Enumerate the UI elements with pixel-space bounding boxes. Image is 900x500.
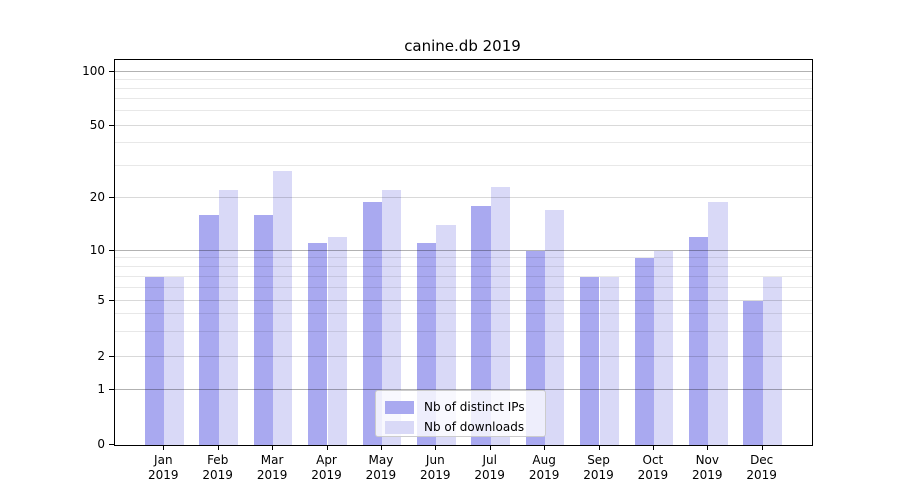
x-tick-label-jan: Jan 2019 bbox=[148, 453, 179, 482]
bar-downloads-oct bbox=[653, 250, 674, 445]
bar-ips-apr bbox=[308, 243, 328, 445]
x-tick-mark-jun bbox=[435, 445, 437, 450]
legend-swatch-downloads bbox=[385, 420, 414, 434]
bar-downloads-dec bbox=[762, 276, 782, 445]
y-tick-label-1: 1 bbox=[97, 381, 105, 396]
y-tick-mark-0 bbox=[109, 444, 114, 445]
gridline-y-30 bbox=[115, 164, 812, 166]
gridline-y-8 bbox=[115, 265, 812, 267]
gridline-y-2 bbox=[115, 355, 812, 357]
y-tick-label-100: 100 bbox=[82, 63, 105, 78]
x-tick-label-sep: Sep 2019 bbox=[583, 453, 614, 482]
x-tick-mark-jan bbox=[163, 445, 165, 450]
bar-ips-feb bbox=[199, 214, 219, 445]
x-tick-label-apr: Apr 2019 bbox=[311, 453, 342, 482]
x-tick-mark-may bbox=[380, 445, 382, 450]
gridline-y-4 bbox=[115, 313, 812, 315]
bar-ips-dec bbox=[743, 300, 763, 445]
x-tick-label-jun: Jun 2019 bbox=[420, 453, 451, 482]
bar-downloads-nov bbox=[708, 201, 728, 445]
y-tick-mark-1 bbox=[109, 388, 114, 390]
bar-downloads-may bbox=[381, 190, 402, 445]
x-tick-mark-jul bbox=[489, 445, 491, 450]
x-tick-label-dec: Dec 2019 bbox=[746, 453, 777, 482]
x-tick-mark-mar bbox=[272, 445, 274, 450]
gridline-y-6 bbox=[115, 286, 812, 288]
x-tick-mark-sep bbox=[598, 445, 600, 450]
legend: Nb of distinct IPs Nb of downloads bbox=[375, 390, 546, 437]
x-tick-label-nov: Nov 2019 bbox=[692, 453, 723, 482]
bar-downloads-feb bbox=[218, 190, 238, 445]
gridline-y-1 bbox=[115, 388, 812, 390]
x-tick-mark-oct bbox=[652, 445, 654, 450]
bar-downloads-apr bbox=[327, 236, 347, 445]
y-tick-mark-10 bbox=[109, 249, 114, 251]
x-tick-mark-nov bbox=[707, 445, 709, 450]
y-tick-label-2: 2 bbox=[97, 348, 105, 363]
gridline-y-80 bbox=[115, 87, 812, 89]
gridline-y-20 bbox=[115, 196, 812, 198]
bar-ips-may bbox=[362, 201, 382, 445]
bar-ips-mar bbox=[253, 214, 274, 445]
bar-downloads-jul bbox=[490, 186, 510, 445]
gridline-y-50 bbox=[115, 124, 812, 126]
gridline-y-10 bbox=[115, 249, 812, 251]
x-tick-mark-feb bbox=[217, 445, 219, 450]
gridline-y-60 bbox=[115, 110, 812, 112]
gridline-y-100 bbox=[115, 70, 812, 72]
y-tick-mark-50 bbox=[109, 124, 114, 126]
gridline-y-90 bbox=[115, 78, 812, 80]
y-tick-mark-100 bbox=[109, 70, 114, 72]
gridline-y-40 bbox=[115, 142, 812, 144]
y-tick-label-10: 10 bbox=[89, 242, 105, 257]
gridline-y-9 bbox=[115, 257, 812, 259]
gridline-y-7 bbox=[115, 275, 812, 277]
gridline-y-5 bbox=[115, 299, 812, 301]
bar-downloads-jan bbox=[164, 276, 184, 445]
x-tick-label-jul: Jul 2019 bbox=[474, 453, 505, 482]
bar-downloads-jun bbox=[436, 224, 456, 445]
plot-area bbox=[114, 59, 813, 446]
gridline-y-70 bbox=[115, 98, 812, 100]
chart-title: canine.db 2019 bbox=[404, 37, 521, 55]
gridline-y-3 bbox=[115, 331, 812, 333]
y-tick-label-20: 20 bbox=[89, 189, 105, 204]
y-tick-mark-2 bbox=[109, 355, 114, 357]
bar-ips-jan bbox=[145, 276, 165, 445]
y-tick-label-5: 5 bbox=[97, 292, 105, 307]
bar-ips-oct bbox=[634, 258, 654, 445]
legend-label-distinct-ips: Nb of distinct IPs bbox=[424, 399, 525, 414]
x-tick-mark-apr bbox=[326, 445, 328, 450]
x-tick-label-aug: Aug 2019 bbox=[528, 453, 560, 482]
x-tick-label-feb: Feb 2019 bbox=[202, 453, 233, 482]
legend-swatch-distinct-ips bbox=[385, 400, 414, 414]
x-tick-label-may: May 2019 bbox=[365, 453, 397, 482]
y-tick-mark-5 bbox=[109, 299, 114, 301]
x-tick-label-oct: Oct 2019 bbox=[637, 453, 669, 482]
bar-downloads-sep bbox=[599, 276, 619, 445]
y-tick-mark-20 bbox=[109, 196, 114, 198]
y-tick-label-50: 50 bbox=[89, 117, 105, 132]
bar-downloads-aug bbox=[545, 210, 565, 445]
bar-ips-jul bbox=[471, 205, 491, 445]
legend-row: Nb of downloads bbox=[376, 417, 545, 437]
x-tick-mark-aug bbox=[544, 445, 546, 450]
bar-downloads-mar bbox=[273, 171, 293, 445]
bar-ips-nov bbox=[689, 236, 709, 445]
x-tick-mark-dec bbox=[761, 445, 763, 450]
legend-label-downloads: Nb of downloads bbox=[424, 419, 525, 434]
x-tick-label-mar: Mar 2019 bbox=[256, 453, 288, 482]
y-tick-label-0: 0 bbox=[97, 437, 105, 451]
legend-row: Nb of distinct IPs bbox=[376, 397, 545, 417]
bar-ips-sep bbox=[580, 276, 600, 445]
